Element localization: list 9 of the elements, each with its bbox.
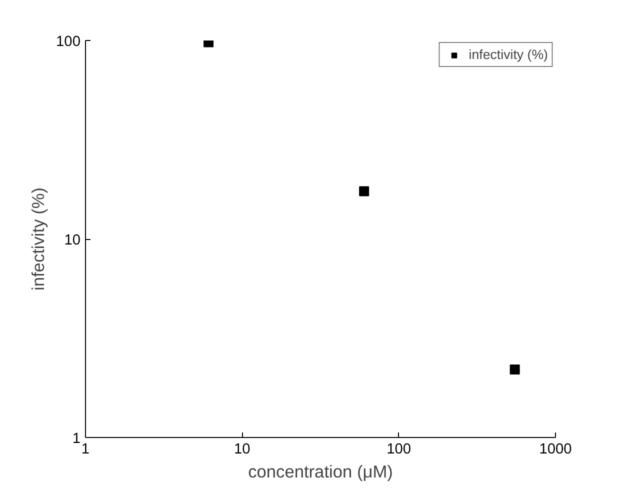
x-axis-title: concentration (μM): [248, 462, 393, 482]
x-tick-label: 100: [386, 442, 412, 458]
x-tick-label: 10: [234, 442, 250, 458]
legend-label: infectivity (%): [468, 47, 548, 62]
x-tick-label: 1000: [539, 442, 572, 458]
y-tick-label: 1: [72, 431, 81, 447]
y-tick-label: 100: [56, 34, 81, 50]
y-axis-title: infectivity (%): [28, 187, 48, 291]
y-tick-label: 10: [64, 232, 81, 248]
